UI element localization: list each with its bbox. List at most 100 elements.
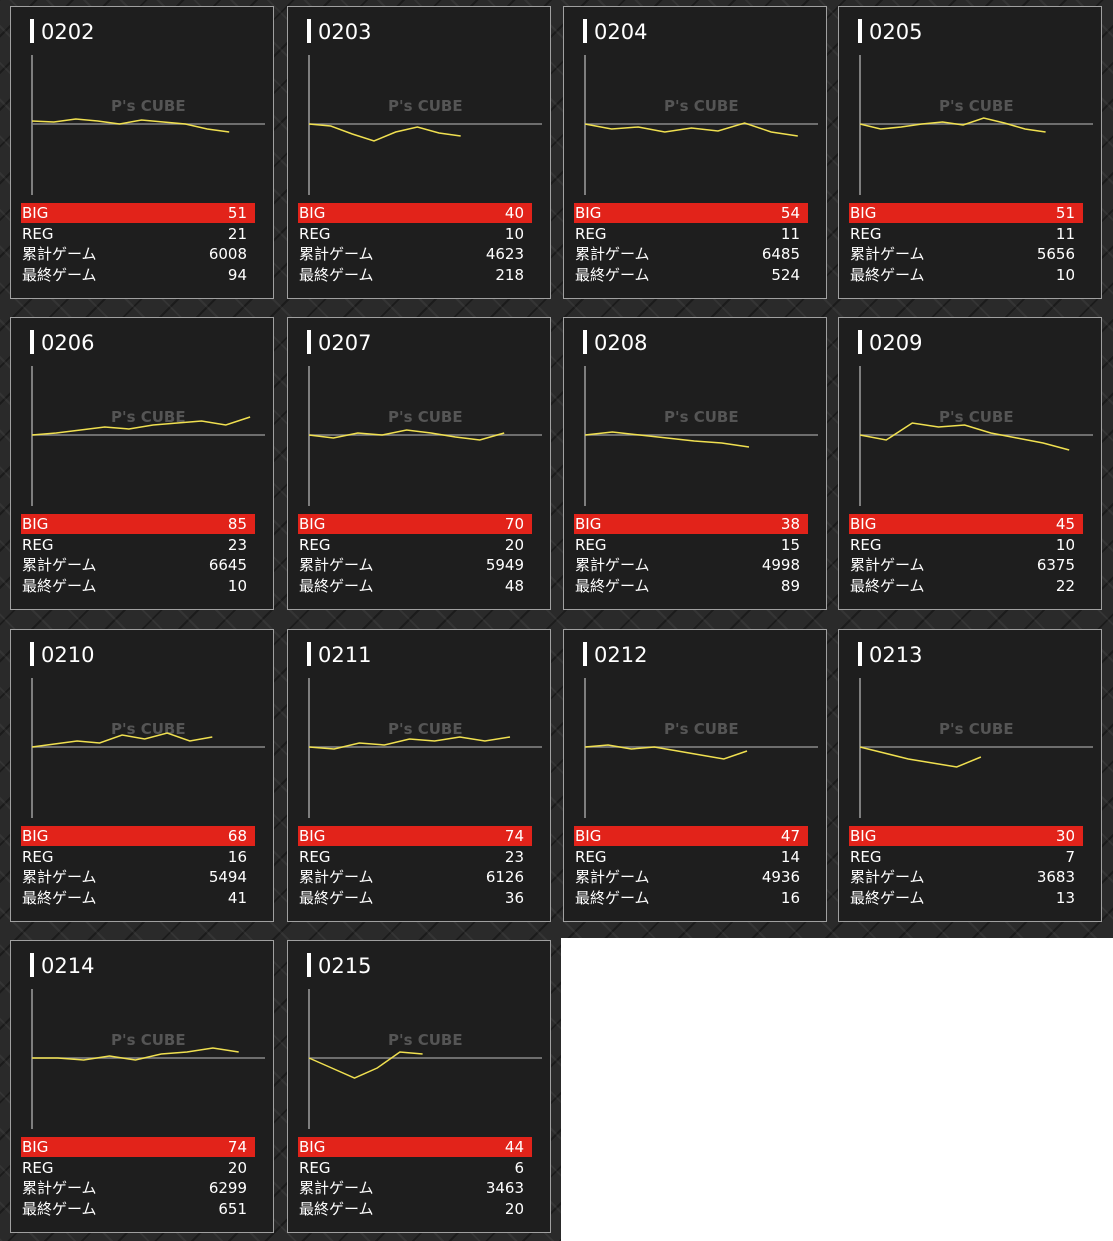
stat-label: REG — [299, 224, 331, 243]
machine-number: 0214 — [41, 954, 95, 978]
stat-label: BIG — [22, 827, 49, 845]
stat-value: 74 — [227, 1138, 247, 1156]
stat-row: BIG 51 — [849, 203, 1083, 223]
machine-number: 0213 — [869, 643, 923, 667]
stat-label: BIG — [22, 515, 49, 533]
stat-row: BIG 40 — [298, 203, 532, 223]
stat-label: 最終ゲーム — [22, 888, 97, 907]
graph: P's CUBE — [308, 989, 542, 1129]
stat-row: 累計ゲーム 6375 — [849, 555, 1083, 575]
stat-value: 23 — [227, 535, 247, 554]
watermark: P's CUBE — [388, 720, 463, 738]
stat-label: REG — [850, 847, 882, 866]
stat-row: BIG 44 — [298, 1137, 532, 1157]
machine-card: 0205 P's CUBE BIG 51 REG 11 累計ゲーム 5656 最終ゲーム 10 — [838, 6, 1102, 299]
title-bar — [307, 642, 311, 666]
graph: P's CUBE — [859, 55, 1093, 195]
stat-label: 最終ゲーム — [575, 265, 650, 284]
title-bar — [858, 19, 862, 43]
stat-label: 累計ゲーム — [299, 868, 374, 886]
title-bar — [583, 330, 587, 354]
stat-row: 最終ゲーム 20 — [298, 1199, 532, 1219]
graph: P's CUBE — [859, 366, 1093, 506]
title-bar — [307, 19, 311, 43]
watermark: P's CUBE — [939, 408, 1014, 426]
stat-value: 218 — [495, 265, 524, 284]
stat-row: 最終ゲーム 218 — [298, 265, 532, 285]
stat-row: 最終ゲーム 16 — [574, 888, 808, 908]
machine-number: 0209 — [869, 331, 923, 355]
machine-number: 0206 — [41, 331, 95, 355]
stat-row: 最終ゲーム 10 — [849, 265, 1083, 285]
stat-value: 10 — [1055, 265, 1075, 284]
machine-number: 0204 — [594, 20, 648, 44]
stat-value: 68 — [227, 827, 247, 845]
machine-number: 0203 — [318, 20, 372, 44]
stat-label: BIG — [22, 1138, 49, 1156]
stat-row: 累計ゲーム 3683 — [849, 867, 1083, 887]
stat-row: BIG 45 — [849, 514, 1083, 534]
stat-row: 累計ゲーム 6126 — [298, 867, 532, 887]
stat-row: 最終ゲーム 13 — [849, 888, 1083, 908]
watermark: P's CUBE — [664, 720, 739, 738]
stat-label: 最終ゲーム — [22, 576, 97, 595]
machine-card: 0212 P's CUBE BIG 47 REG 14 累計ゲーム 4936 最終ゲーム 16 — [563, 629, 827, 922]
title-bar — [307, 953, 311, 977]
graph: P's CUBE — [308, 678, 542, 818]
graph-line — [308, 1051, 423, 1079]
watermark: P's CUBE — [388, 1031, 463, 1049]
stat-value: 651 — [218, 1199, 247, 1218]
stat-row: REG 11 — [849, 224, 1083, 244]
stat-value: 47 — [780, 827, 800, 845]
stat-row: REG 23 — [21, 535, 255, 555]
stat-row: 最終ゲーム 89 — [574, 576, 808, 596]
graph-line — [31, 118, 230, 133]
stat-row: BIG 74 — [298, 826, 532, 846]
stat-row: REG 10 — [298, 224, 532, 244]
stat-label: BIG — [850, 827, 877, 845]
stat-label: 最終ゲーム — [299, 888, 374, 907]
stat-value: 10 — [1055, 535, 1075, 554]
stat-value: 3463 — [485, 1179, 524, 1197]
stat-row: BIG 70 — [298, 514, 532, 534]
stat-label: REG — [22, 535, 54, 554]
stat-label: REG — [575, 224, 607, 243]
stat-label: 累計ゲーム — [850, 556, 925, 574]
stat-value: 6008 — [208, 245, 247, 263]
machine-card: 0206 P's CUBE BIG 85 REG 23 累計ゲーム 6645 最終ゲーム 10 — [10, 317, 274, 610]
stat-label: 最終ゲーム — [299, 576, 374, 595]
stat-label: REG — [22, 1158, 54, 1177]
machine-number: 0202 — [41, 20, 95, 44]
stat-value: 4623 — [485, 245, 524, 263]
stat-value: 10 — [504, 224, 524, 243]
stat-row: BIG 38 — [574, 514, 808, 534]
graph-line — [859, 117, 1046, 133]
title-bar — [858, 330, 862, 354]
stat-label: BIG — [299, 204, 326, 222]
stat-value: 6 — [514, 1158, 524, 1177]
stat-value: 22 — [1055, 576, 1075, 595]
stat-value: 48 — [504, 576, 524, 595]
stat-value: 21 — [227, 224, 247, 243]
stat-row: 累計ゲーム 4998 — [574, 555, 808, 575]
stat-value: 14 — [780, 847, 800, 866]
stat-value: 5494 — [208, 868, 247, 886]
stat-label: REG — [22, 224, 54, 243]
stat-value: 11 — [1055, 224, 1075, 243]
stat-value: 36 — [504, 888, 524, 907]
stat-label: REG — [575, 847, 607, 866]
stat-row: BIG 51 — [21, 203, 255, 223]
stat-label: 累計ゲーム — [575, 556, 650, 574]
stat-value: 6126 — [485, 868, 524, 886]
stat-value: 20 — [504, 535, 524, 554]
stat-label: BIG — [850, 515, 877, 533]
machine-number: 0212 — [594, 643, 648, 667]
graph-line — [308, 736, 511, 750]
stat-label: 最終ゲーム — [299, 1199, 374, 1218]
machine-card: 0202 P's CUBE BIG 51 REG 21 累計ゲーム 6008 最終ゲーム 94 — [10, 6, 274, 299]
stat-label: BIG — [22, 204, 49, 222]
graph-line — [308, 123, 461, 142]
stat-label: 累計ゲーム — [575, 245, 650, 263]
stat-value: 54 — [780, 204, 800, 222]
stat-row: 累計ゲーム 6008 — [21, 244, 255, 264]
